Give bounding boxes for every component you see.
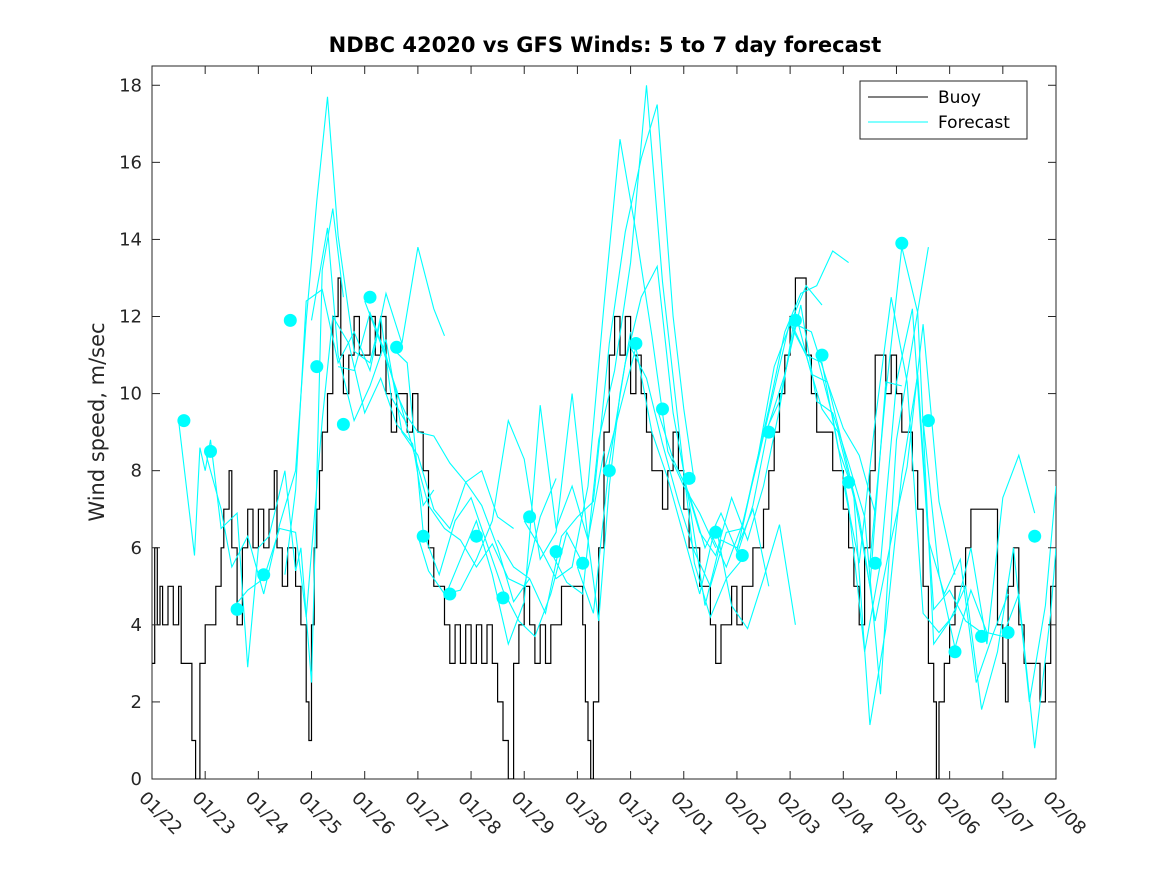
forecast-line [178, 208, 344, 683]
legend: Buoy Forecast [859, 80, 1028, 140]
forecast-marker [815, 348, 829, 362]
y-tick-label: 8 [131, 461, 142, 482]
y-axis: 0 2 4 6 8 10 12 14 16 18 [119, 75, 1056, 790]
forecast-marker [895, 236, 909, 250]
forecast-marker [230, 602, 244, 616]
forecast-series-layer [178, 85, 1056, 749]
axes-box [151, 65, 1057, 780]
forecast-marker [496, 591, 510, 605]
y-axis-label: Wind speed, m/sec [85, 322, 109, 521]
forecast-marker [336, 417, 350, 431]
forecast-line [364, 300, 557, 588]
forecast-marker [602, 464, 616, 478]
forecast-marker [868, 556, 882, 570]
forecast-marker [842, 475, 856, 489]
y-tick-label: 14 [119, 229, 142, 250]
forecast-line [842, 297, 1036, 645]
forecast-marker [443, 587, 457, 601]
forecast-marker [283, 313, 297, 327]
forecast-marker [390, 340, 404, 354]
y-tick-label: 4 [131, 615, 142, 636]
forecast-marker [204, 444, 217, 458]
forecast-marker [975, 629, 989, 643]
forecast-line [310, 227, 514, 530]
forecast-marker [948, 645, 962, 659]
forecast-marker [549, 545, 563, 559]
forecast-markers-layer [177, 236, 1042, 659]
forecast-line [337, 310, 531, 603]
forecast-line [204, 96, 408, 595]
y-tick-label: 12 [119, 307, 142, 328]
forecast-line [816, 308, 1009, 683]
forecast-marker [363, 290, 377, 304]
forecast-line [523, 139, 717, 580]
forecast-marker [1028, 529, 1042, 543]
y-tick-label: 6 [131, 538, 142, 559]
forecast-marker [762, 425, 776, 439]
forecast-line [443, 331, 632, 647]
forecast-line [550, 85, 743, 619]
y-tick-label: 16 [119, 152, 142, 173]
forecast-marker [416, 529, 430, 543]
legend-buoy-label: Buoy [938, 88, 981, 108]
chart-title: NDBC 42020 vs GFS Winds: 5 to 7 day fore… [329, 33, 882, 57]
forecast-line [284, 246, 446, 575]
forecast-line [683, 312, 876, 557]
forecast-line [656, 250, 849, 554]
forecast-marker [177, 414, 191, 428]
y-tick-label: 10 [119, 384, 142, 405]
forecast-marker [656, 402, 669, 416]
forecast-line [922, 420, 1056, 749]
legend-box [859, 80, 1028, 140]
forecast-marker [523, 510, 537, 524]
forecast-marker [310, 360, 324, 374]
forecast-marker [921, 414, 935, 428]
forecast-marker [629, 337, 643, 350]
y-tick-label: 18 [119, 75, 142, 96]
forecast-line [789, 323, 982, 726]
y-tick-label: 2 [131, 692, 142, 713]
forecast-marker [735, 549, 749, 562]
forecast-line [231, 314, 435, 618]
forecast-marker [257, 568, 271, 582]
forecast-marker [469, 529, 483, 543]
forecast-marker [682, 471, 696, 485]
forecast-line [497, 104, 695, 616]
forecast-marker [1001, 626, 1015, 639]
forecast-line [576, 264, 770, 614]
forecast-marker [788, 313, 802, 327]
y-tick-label: 0 [131, 769, 142, 790]
forecast-marker [576, 556, 590, 570]
forecast-marker [709, 525, 723, 539]
legend-forecast-label: Forecast [938, 113, 1010, 133]
